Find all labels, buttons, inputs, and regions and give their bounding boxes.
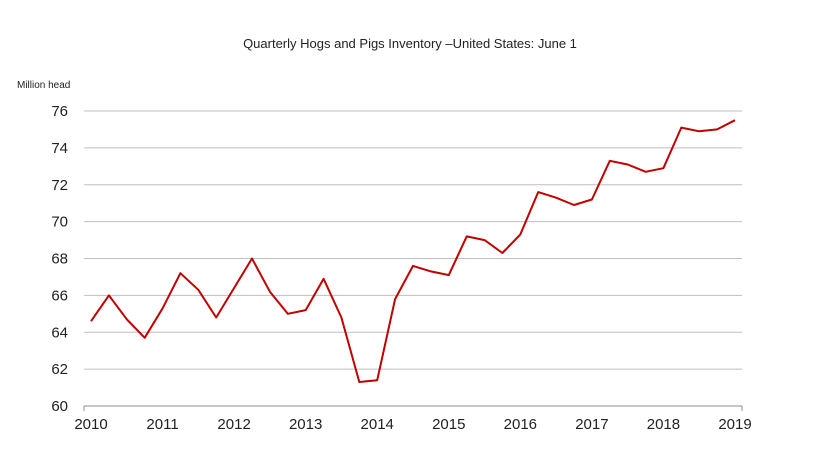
data-point (251, 258, 253, 260)
data-point (269, 291, 271, 293)
data-point (537, 191, 539, 193)
x-tick-label: 2014 (361, 416, 394, 433)
y-tick-label: 68 (51, 251, 68, 268)
y-tick-label: 66 (51, 287, 68, 304)
data-point (609, 160, 611, 162)
y-tick-label: 60 (51, 398, 68, 415)
data-point (680, 127, 682, 129)
y-tick-label: 76 (51, 103, 68, 120)
data-point (323, 278, 325, 280)
data-point (215, 317, 217, 319)
series-line (90, 119, 736, 383)
x-tick-label: 2012 (217, 416, 250, 433)
gridlines (84, 110, 742, 370)
data-point (162, 307, 164, 309)
x-tick-label: 2015 (432, 416, 465, 433)
axes (83, 405, 743, 411)
data-point (358, 381, 360, 383)
data-point (126, 318, 128, 320)
x-tick-label: 2019 (718, 416, 751, 433)
data-point (287, 313, 289, 315)
data-point (573, 204, 575, 206)
x-tick-label: 2011 (146, 416, 178, 433)
data-point (519, 234, 521, 236)
data-point (734, 119, 736, 121)
data-point (376, 379, 378, 381)
data-point (305, 309, 307, 311)
data-point (233, 287, 235, 289)
data-point (716, 128, 718, 130)
data-point (197, 289, 199, 291)
data-point (340, 317, 342, 319)
data-point (484, 239, 486, 241)
y-tick-label: 72 (51, 177, 68, 194)
data-point (645, 171, 647, 173)
data-point (501, 252, 503, 254)
data-point (627, 163, 629, 165)
x-tick-label: 2010 (74, 416, 107, 433)
data-point (430, 270, 432, 272)
y-axis-unit-label: Million head (17, 80, 71, 91)
data-point (466, 235, 468, 237)
y-tick-label: 64 (51, 324, 68, 341)
data-point (394, 298, 396, 300)
series-layer (90, 119, 736, 383)
x-tick-label: 2017 (575, 416, 608, 433)
x-tick-label: 2013 (289, 416, 322, 433)
y-tick-labels: 60 62 64 66 68 70 72 74 76 (51, 103, 68, 415)
x-tick-label: 2016 (504, 416, 537, 433)
x-tick-labels: 2010 2011 2012 2013 2014 2015 2016 2017 2018 2019 (74, 416, 751, 433)
data-point (412, 265, 414, 267)
data-point (179, 272, 181, 274)
y-tick-label: 62 (51, 361, 68, 378)
x-tick-label: 2018 (647, 416, 680, 433)
data-point (662, 167, 664, 169)
data-point (698, 130, 700, 132)
data-point (591, 199, 593, 201)
y-tick-label: 74 (51, 140, 68, 157)
data-point (108, 294, 110, 296)
data-point (555, 197, 557, 199)
data-point (144, 337, 146, 339)
data-point (448, 274, 450, 276)
y-tick-label: 70 (51, 214, 68, 231)
chart-title: Quarterly Hogs and Pigs Inventory –Unite… (243, 36, 577, 51)
data-point (90, 320, 92, 322)
